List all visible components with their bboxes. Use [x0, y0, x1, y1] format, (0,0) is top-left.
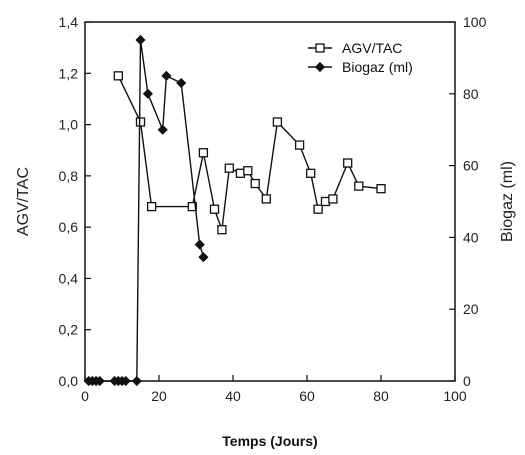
data-point: [194, 239, 205, 250]
plot-frame: [84, 21, 456, 382]
data-point: [157, 124, 168, 135]
legend-label: AGV/TAC: [342, 40, 402, 56]
y-left-tick-label: 1,0: [59, 117, 79, 133]
data-point: [209, 204, 220, 214]
y-left-tick-label: 1,4: [59, 14, 79, 30]
data-point: [135, 34, 146, 46]
y-left-tick-label: 0,4: [59, 270, 79, 286]
y-left-tick-label: 0,0: [59, 373, 79, 389]
y-right-tick-label: 60: [463, 158, 479, 174]
x-axis-title: Temps (Jours): [222, 433, 317, 449]
legend-marker: [315, 43, 325, 53]
series-biogaz: [83, 34, 209, 387]
data-point: [261, 194, 271, 204]
data-point: [306, 168, 316, 178]
data-point: [187, 201, 197, 212]
y-left-tick-label: 0,2: [59, 322, 79, 338]
axes: 0 20 40 60 80 100 0,0 0,2 0,4 0,6 0,8 1,0 1,2 1,4 0 20 4…: [59, 14, 487, 404]
data-point: [376, 184, 386, 194]
data-point: [243, 166, 253, 176]
data-point: [250, 178, 260, 189]
y-axis-left-title: AGV/TAC: [15, 167, 32, 236]
data-point: [354, 181, 364, 191]
data-point: [135, 117, 146, 127]
series-line: [117, 75, 382, 230]
legend-marker: [314, 61, 326, 73]
data-point: [272, 117, 283, 127]
y-left-tick-label: 0,8: [59, 168, 79, 184]
data-point: [142, 88, 153, 99]
x-tick-label: 40: [225, 388, 241, 404]
data-point: [224, 163, 234, 173]
data-point: [343, 158, 353, 168]
x-tick-label: 20: [151, 388, 167, 404]
y-right-tick-label: 80: [463, 86, 479, 102]
data-point: [313, 204, 323, 214]
data-point: [120, 375, 131, 387]
series-agv-tac: [113, 71, 386, 235]
data-point: [328, 194, 338, 204]
x-tick-label: 100: [443, 388, 467, 404]
y-right-tick-label: 0: [463, 373, 471, 389]
x-tick-label: 0: [81, 388, 89, 404]
x-tick-label: 60: [299, 388, 315, 404]
data-point: [198, 148, 209, 158]
data-point: [176, 77, 187, 89]
legend-item: Biogaz (ml): [308, 59, 413, 75]
y-right-tick-label: 40: [463, 229, 479, 245]
data-point: [131, 375, 142, 387]
data-point: [94, 375, 105, 387]
legend-item: AGV/TAC: [308, 40, 402, 56]
y-right-tick-label: 20: [463, 301, 479, 317]
y-right-tick-label: 100: [463, 14, 487, 30]
y-left-tick-label: 1,2: [59, 65, 79, 81]
x-tick-label: 80: [373, 388, 389, 404]
y-axis-right-title: Biogaz (ml): [499, 161, 516, 242]
data-point: [113, 71, 123, 81]
data-point: [217, 225, 227, 235]
data-point: [161, 70, 172, 81]
data-point: [146, 201, 157, 212]
data-point: [198, 252, 209, 263]
data-point: [294, 140, 305, 150]
series-layer: [83, 34, 386, 387]
legend-label: Biogaz (ml): [342, 59, 413, 75]
y-left-tick-label: 0,6: [59, 219, 79, 235]
legend: AGV/TAC Biogaz (ml): [308, 40, 413, 75]
